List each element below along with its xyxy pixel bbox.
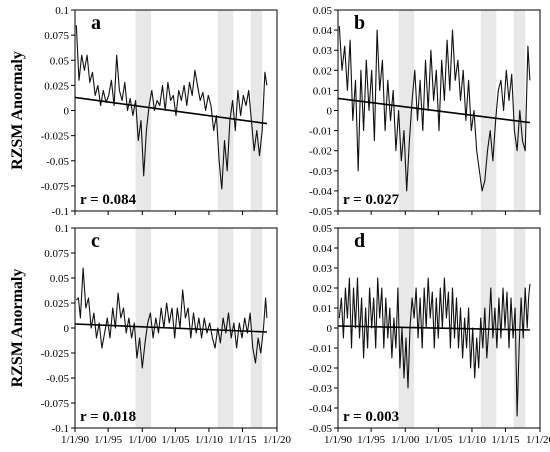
y-tick-label: -0.04 bbox=[309, 186, 332, 198]
y-tick-label: -0.01 bbox=[309, 343, 332, 355]
y-tick-label: -0.05 bbox=[46, 373, 69, 385]
x-tick-label: 1/1/20 bbox=[526, 434, 550, 446]
y-tick-label: 0.075 bbox=[44, 30, 69, 42]
panel-a: 0.1 0.075 0.05 0.025 0 -0.025 -0.05 -0.075 -0.1 a… bbox=[41, 5, 278, 218]
y-axis-label: RZSM Anormaly bbox=[9, 269, 26, 388]
y-tick-label: -0.04 bbox=[309, 403, 332, 415]
y-tick-label: -0.05 bbox=[46, 156, 69, 168]
panel-c: 0.10.0750.050.0250-0.025-0.05-0.075-0.11… bbox=[41, 223, 292, 446]
y-tick-label: 0.05 bbox=[50, 273, 70, 285]
x-tick-label: 1/1/05 bbox=[161, 434, 190, 446]
y-tick-label: 0 bbox=[64, 323, 70, 335]
x-tick-label: 1/1/90 bbox=[324, 434, 353, 446]
y-tick-label: 0.05 bbox=[313, 5, 333, 17]
y-tick-label: 0.02 bbox=[313, 283, 332, 295]
y-tick-label: 0.02 bbox=[313, 65, 332, 77]
y-tick-label: 0.04 bbox=[313, 25, 333, 37]
y-tick-label: 0.01 bbox=[313, 85, 332, 97]
x-tick-label: 1/1/10 bbox=[195, 434, 224, 446]
x-tick-label: 1/1/90 bbox=[61, 434, 90, 446]
panel-letter: a bbox=[91, 12, 101, 34]
shaded-period bbox=[135, 10, 152, 211]
y-tick-label: -0.075 bbox=[41, 398, 70, 410]
y-tick-label: -0.05 bbox=[309, 423, 332, 435]
y-tick-label: -0.05 bbox=[309, 206, 332, 218]
shaded-period bbox=[480, 10, 497, 211]
shaded-period bbox=[135, 228, 152, 428]
series-line bbox=[75, 267, 268, 369]
y-tick-label: 0.04 bbox=[313, 243, 333, 255]
trend-line bbox=[337, 97, 530, 124]
y-tick-label: 0.025 bbox=[44, 80, 69, 92]
y-tick-label: 0.1 bbox=[55, 223, 69, 235]
y-tick-label: 0.05 bbox=[313, 223, 333, 235]
y-tick-label: -0.03 bbox=[309, 166, 332, 178]
y-tick-label: 0 bbox=[327, 323, 333, 335]
x-tick-label: 1/1/00 bbox=[128, 434, 157, 446]
correlation-label: r = 0.003 bbox=[343, 409, 399, 425]
x-tick-label: 1/1/20 bbox=[263, 434, 292, 446]
x-tick-label: 1/1/10 bbox=[458, 434, 487, 446]
correlation-label: r = 0.027 bbox=[343, 192, 400, 208]
series-line bbox=[338, 26, 531, 192]
y-tick-label: -0.02 bbox=[309, 363, 332, 375]
y-tick-label: 0.03 bbox=[313, 45, 333, 57]
y-tick-label: -0.01 bbox=[309, 126, 332, 138]
y-tick-label: -0.075 bbox=[41, 181, 70, 193]
y-tick-label: 0 bbox=[64, 106, 70, 118]
y-tick-label: 0.01 bbox=[313, 303, 332, 315]
shaded-period bbox=[398, 10, 415, 211]
x-tick-label: 1/1/95 bbox=[357, 434, 386, 446]
shaded-period bbox=[250, 10, 263, 211]
y-tick-label: 0.075 bbox=[44, 248, 69, 260]
x-tick-label: 1/1/15 bbox=[491, 434, 520, 446]
series-line bbox=[75, 25, 268, 190]
series-line bbox=[338, 277, 531, 417]
x-tick-label: 1/1/00 bbox=[391, 434, 420, 446]
y-tick-label: 0.05 bbox=[50, 55, 70, 67]
panel-b: 0.05 0.04 0.03 0.02 0.01 0 -0.01 -0.02 -0.03 -0.0… bbox=[309, 5, 541, 218]
y-tick-label: 0 bbox=[327, 106, 333, 118]
trend-line bbox=[337, 325, 530, 331]
correlation-label: r = 0.084 bbox=[80, 192, 137, 208]
shaded-period bbox=[217, 228, 234, 428]
y-tick-label: -0.1 bbox=[52, 206, 69, 218]
panel-letter: b bbox=[354, 12, 365, 34]
y-axis-label: RZSM Anormaly bbox=[9, 51, 26, 170]
shaded-period bbox=[250, 228, 263, 428]
correlation-label: r = 0.018 bbox=[80, 409, 136, 425]
y-tick-label: -0.025 bbox=[41, 348, 70, 360]
y-tick-label: -0.025 bbox=[41, 131, 70, 143]
y-tick-label: -0.1 bbox=[52, 423, 69, 435]
y-tick-label: -0.03 bbox=[309, 383, 332, 395]
trend-line bbox=[74, 96, 268, 125]
trend-line bbox=[74, 323, 267, 333]
panel-letter: d bbox=[354, 230, 365, 252]
x-tick-label: 1/1/95 bbox=[94, 434, 123, 446]
y-tick-label: 0.03 bbox=[313, 263, 333, 275]
panel-d: 0.05 0.04 0.03 0.02 0.01 0 -0.01 -0.02 -0.03 -0.0… bbox=[309, 223, 550, 446]
y-tick-label: -0.02 bbox=[309, 146, 332, 158]
panel-letter: c bbox=[91, 230, 100, 252]
y-tick-label: 0.1 bbox=[55, 5, 69, 17]
shaded-period bbox=[217, 10, 234, 211]
x-tick-label: 1/1/05 bbox=[424, 434, 453, 446]
y-tick-label: 0.025 bbox=[44, 298, 69, 310]
x-tick-label: 1/1/15 bbox=[228, 434, 257, 446]
